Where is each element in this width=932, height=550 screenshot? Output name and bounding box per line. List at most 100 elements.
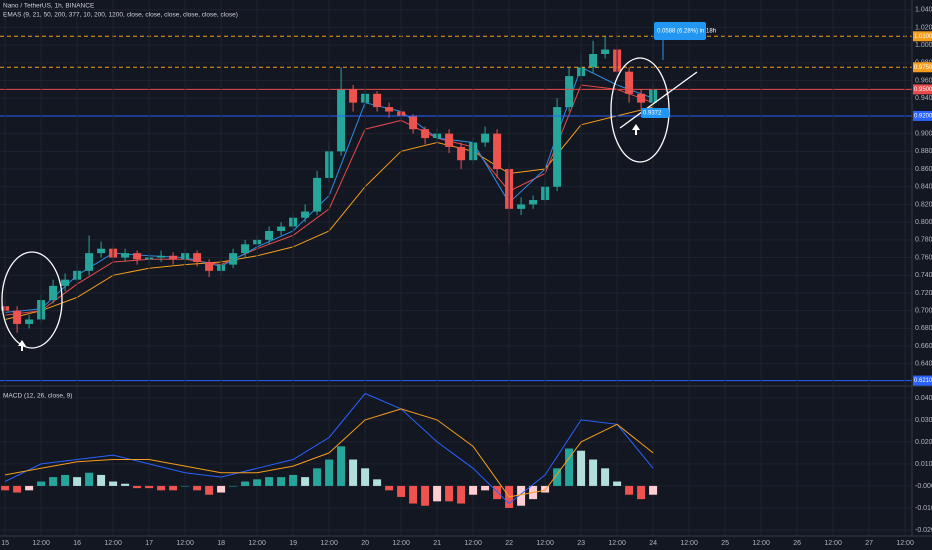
x-tick-label: 12:00 <box>176 540 194 547</box>
histogram-bar <box>301 477 310 486</box>
y-tick-label: -0.0000 <box>915 483 932 490</box>
histogram-bar <box>313 468 322 486</box>
y-tick-label: 0.9600 <box>915 77 932 84</box>
histogram-bar <box>457 485 466 504</box>
candle-body <box>25 319 34 324</box>
histogram-bar <box>97 474 106 486</box>
x-tick-label: 12:00 <box>896 540 914 547</box>
indicator-line <box>4 392 654 505</box>
price-label-box <box>913 62 932 73</box>
price-label-box <box>913 84 932 95</box>
histogram-bar <box>577 450 586 486</box>
x-tick-label: 12:00 <box>680 540 698 547</box>
price-label-box <box>913 31 932 42</box>
candle-body <box>265 231 274 240</box>
histogram-bar <box>421 485 430 506</box>
candle-body <box>637 93 646 103</box>
highlight-circle <box>1 251 63 349</box>
histogram-bar <box>649 485 658 495</box>
histogram-bar <box>193 485 202 491</box>
price-label-box <box>913 110 932 121</box>
price-label: 0.6210 <box>914 378 932 384</box>
histogram-bar <box>541 485 550 493</box>
histogram-bar <box>325 459 334 486</box>
histogram-bar <box>205 485 214 495</box>
histogram-bar <box>553 468 562 486</box>
histogram-bar <box>277 477 286 486</box>
histogram-bar <box>433 485 442 502</box>
candle-body <box>565 76 574 108</box>
histogram-bar <box>229 485 238 487</box>
candle-body <box>241 244 250 254</box>
arrow-icon <box>18 340 26 351</box>
histogram-bar <box>241 481 250 486</box>
x-tick-label: 20 <box>361 540 369 547</box>
histogram-bar <box>349 459 358 486</box>
price-tag <box>641 108 669 118</box>
candle-body <box>409 115 418 130</box>
ema-legend: EMAS (9, 21, 50, 200, 377, 10, 200, 1200… <box>3 12 238 19</box>
histogram-bar <box>109 481 118 486</box>
x-tick-label: 12:00 <box>104 540 122 547</box>
x-tick-label: 12:00 <box>536 540 554 547</box>
histogram-bar <box>265 477 274 486</box>
y-tick-label: 1.0000 <box>915 42 932 49</box>
candle-body <box>133 253 142 260</box>
x-tick-label: 23 <box>577 540 585 547</box>
candle-body <box>205 261 214 271</box>
x-tick-label: 19 <box>289 540 297 547</box>
candle-body <box>517 204 526 209</box>
symbol-title: Nano / TetherUS, 1h, BINANCE <box>3 3 95 10</box>
candle-body <box>229 253 238 265</box>
histogram-bar <box>61 474 70 486</box>
candle-body <box>313 177 322 212</box>
histogram-bar <box>121 483 130 486</box>
candle-body <box>85 253 94 271</box>
x-tick-label: 26 <box>793 540 801 547</box>
x-tick-label: 15 <box>1 540 9 547</box>
candle-body <box>97 248 106 254</box>
histogram-bar <box>565 448 574 486</box>
candle-body <box>349 89 358 103</box>
histogram-bar <box>397 485 406 497</box>
x-tick-label: 17 <box>145 540 153 547</box>
measure-label: 0.0588 (6.28%) in 18h <box>657 29 716 35</box>
histogram-bar <box>337 446 346 486</box>
y-tick-label: 1.0400 <box>915 7 932 14</box>
arrow-icon <box>632 124 640 135</box>
histogram-bar <box>49 477 58 486</box>
histogram-bar <box>85 472 94 486</box>
candle-body <box>301 211 310 218</box>
y-tick-label: 0.0100 <box>915 461 932 468</box>
candle-body <box>373 93 382 108</box>
candle-body <box>625 71 634 94</box>
price-label: 1.0100 <box>914 34 932 40</box>
histogram-bar <box>73 477 82 486</box>
x-tick-label: 16 <box>73 540 81 547</box>
histogram-bar <box>133 485 142 489</box>
histogram-bar <box>217 485 226 493</box>
candle-body <box>601 49 610 54</box>
candle-body <box>529 200 538 205</box>
candle-body <box>277 226 286 231</box>
price-label: 0.9500 <box>914 87 932 93</box>
x-tick-label: 21 <box>433 540 441 547</box>
candle-body <box>169 255 178 260</box>
candle-body <box>337 89 346 152</box>
histogram-bar <box>157 485 166 491</box>
x-tick-label: 27 <box>865 540 873 547</box>
candle-body <box>121 253 130 258</box>
